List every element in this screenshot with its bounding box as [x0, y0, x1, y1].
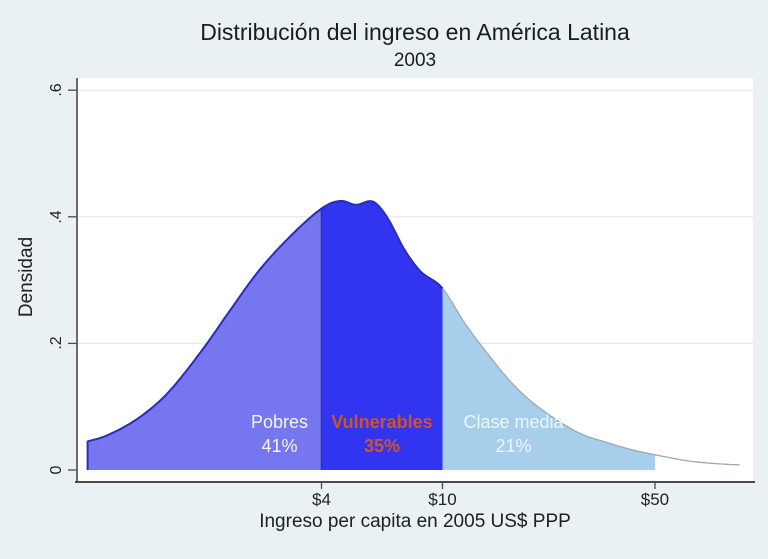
y-axis-title: Densidad [16, 236, 37, 318]
x-tick-label-$10: $10 [428, 490, 457, 509]
y-tick-label-.6: .6 [48, 83, 65, 97]
density-curve-outline [86, 199, 444, 470]
region-label-pobres: Pobres 41% [251, 410, 308, 458]
region-label-vulnerables: Vulnerables 35% [331, 410, 432, 458]
x-axis-title: Ingreso per capita en 2005 US$ PPP [259, 511, 571, 532]
region-share: 41% [261, 436, 298, 456]
region-name: Pobres [250, 412, 309, 432]
region-fill-pobres [87, 208, 322, 470]
x-tick-label-$50: $50 [640, 490, 670, 509]
region-name: Vulnerables [331, 412, 433, 432]
region-label-clase-media: Clase media 21% [463, 410, 563, 458]
x-tick-label-$4: $4 [312, 490, 331, 509]
region-fill-vulnerables [321, 200, 443, 470]
chart-title: Distribución del ingreso en América Lati… [200, 19, 630, 45]
region-share: 35% [363, 436, 400, 456]
y-tick-label-0: 0 [48, 465, 65, 475]
region-name: Clase media [463, 412, 564, 432]
chart-subtitle: 2003 [393, 50, 437, 71]
y-tick-label-.4: .4 [48, 210, 65, 224]
y-tick-label-.2: .2 [48, 336, 65, 351]
region-fill-clase-media [442, 288, 655, 470]
region-share: 21% [495, 436, 532, 456]
